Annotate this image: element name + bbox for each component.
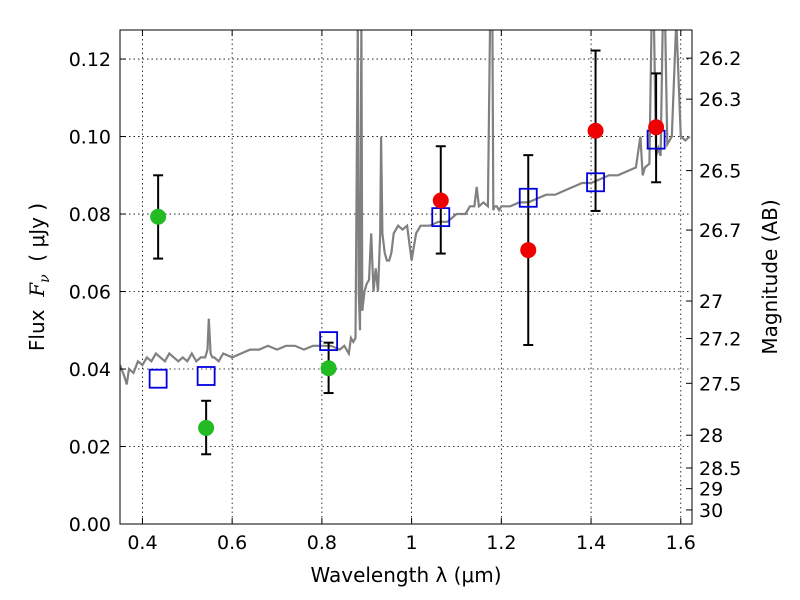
x-tick-label: 1.2 <box>486 532 516 554</box>
x-axis-label: Wavelength λ (μm) <box>310 563 501 587</box>
y-tick-label: 0.10 <box>69 127 111 149</box>
red-point <box>520 242 537 259</box>
x-tick-label: 0.8 <box>307 532 337 554</box>
blue-square-point <box>586 172 605 193</box>
data-markers <box>148 119 666 436</box>
green-point <box>198 419 215 436</box>
right-tick-label: 29 <box>699 479 723 501</box>
green-point <box>150 208 167 225</box>
right-tick-label: 30 <box>699 500 723 522</box>
tick-labels: 0.4 0.6 0.8 1 1.2 1.4 1.6 0.00 0.02 0.04 0.06 0.08 0… <box>69 48 742 554</box>
y-axis-label-symbol: F <box>25 282 49 298</box>
x-tick-label: 0.6 <box>217 532 247 554</box>
right-tick-label: 27.5 <box>699 373 741 395</box>
error-bars <box>153 49 662 456</box>
red-point <box>648 119 665 136</box>
right-tick-label: 26.3 <box>699 89 741 111</box>
blue-square-point <box>196 366 216 386</box>
red-point <box>432 192 449 209</box>
x-tick-label: 1 <box>406 532 418 554</box>
y-tick-label: 0.12 <box>69 49 111 71</box>
right-tick-label: 26.2 <box>699 48 741 70</box>
y-axis-label: Flux Fν ( μJy ) <box>25 203 53 351</box>
red-point <box>587 122 604 139</box>
right-axis-label: Magnitude (AB) <box>758 199 782 354</box>
right-tick-label: 26.7 <box>699 220 741 242</box>
y-axis-label-prefix: Flux <box>25 297 49 351</box>
y-tick-label: 0.06 <box>69 282 111 304</box>
right-tick-label: 27 <box>699 291 723 313</box>
model-spectrum-line <box>120 30 691 385</box>
green-point <box>320 360 337 377</box>
blue-square-point <box>148 368 168 389</box>
y-axis-label-unit: ( μJy ) <box>25 203 49 275</box>
plot-frame <box>119 29 693 525</box>
right-tick-label: 28 <box>699 425 723 447</box>
blue-square-point <box>518 187 538 208</box>
y-tick-label: 0.04 <box>69 359 111 381</box>
blue-square-point <box>319 331 339 352</box>
y-tick-label: 0.08 <box>69 204 111 226</box>
right-tick-label: 27.2 <box>699 329 741 351</box>
x-tick-label: 0.4 <box>127 532 157 554</box>
x-tick-label: 1.6 <box>666 532 696 554</box>
y-tick-label: 0.00 <box>69 514 111 536</box>
right-tick-label: 26.5 <box>699 161 741 183</box>
y-axis-label-subscript: ν <box>37 274 53 283</box>
x-tick-label: 1.4 <box>576 532 606 554</box>
y-tick-label: 0.02 <box>69 437 111 459</box>
right-tick-label: 28.5 <box>699 458 741 480</box>
axis-ticks <box>120 30 692 525</box>
